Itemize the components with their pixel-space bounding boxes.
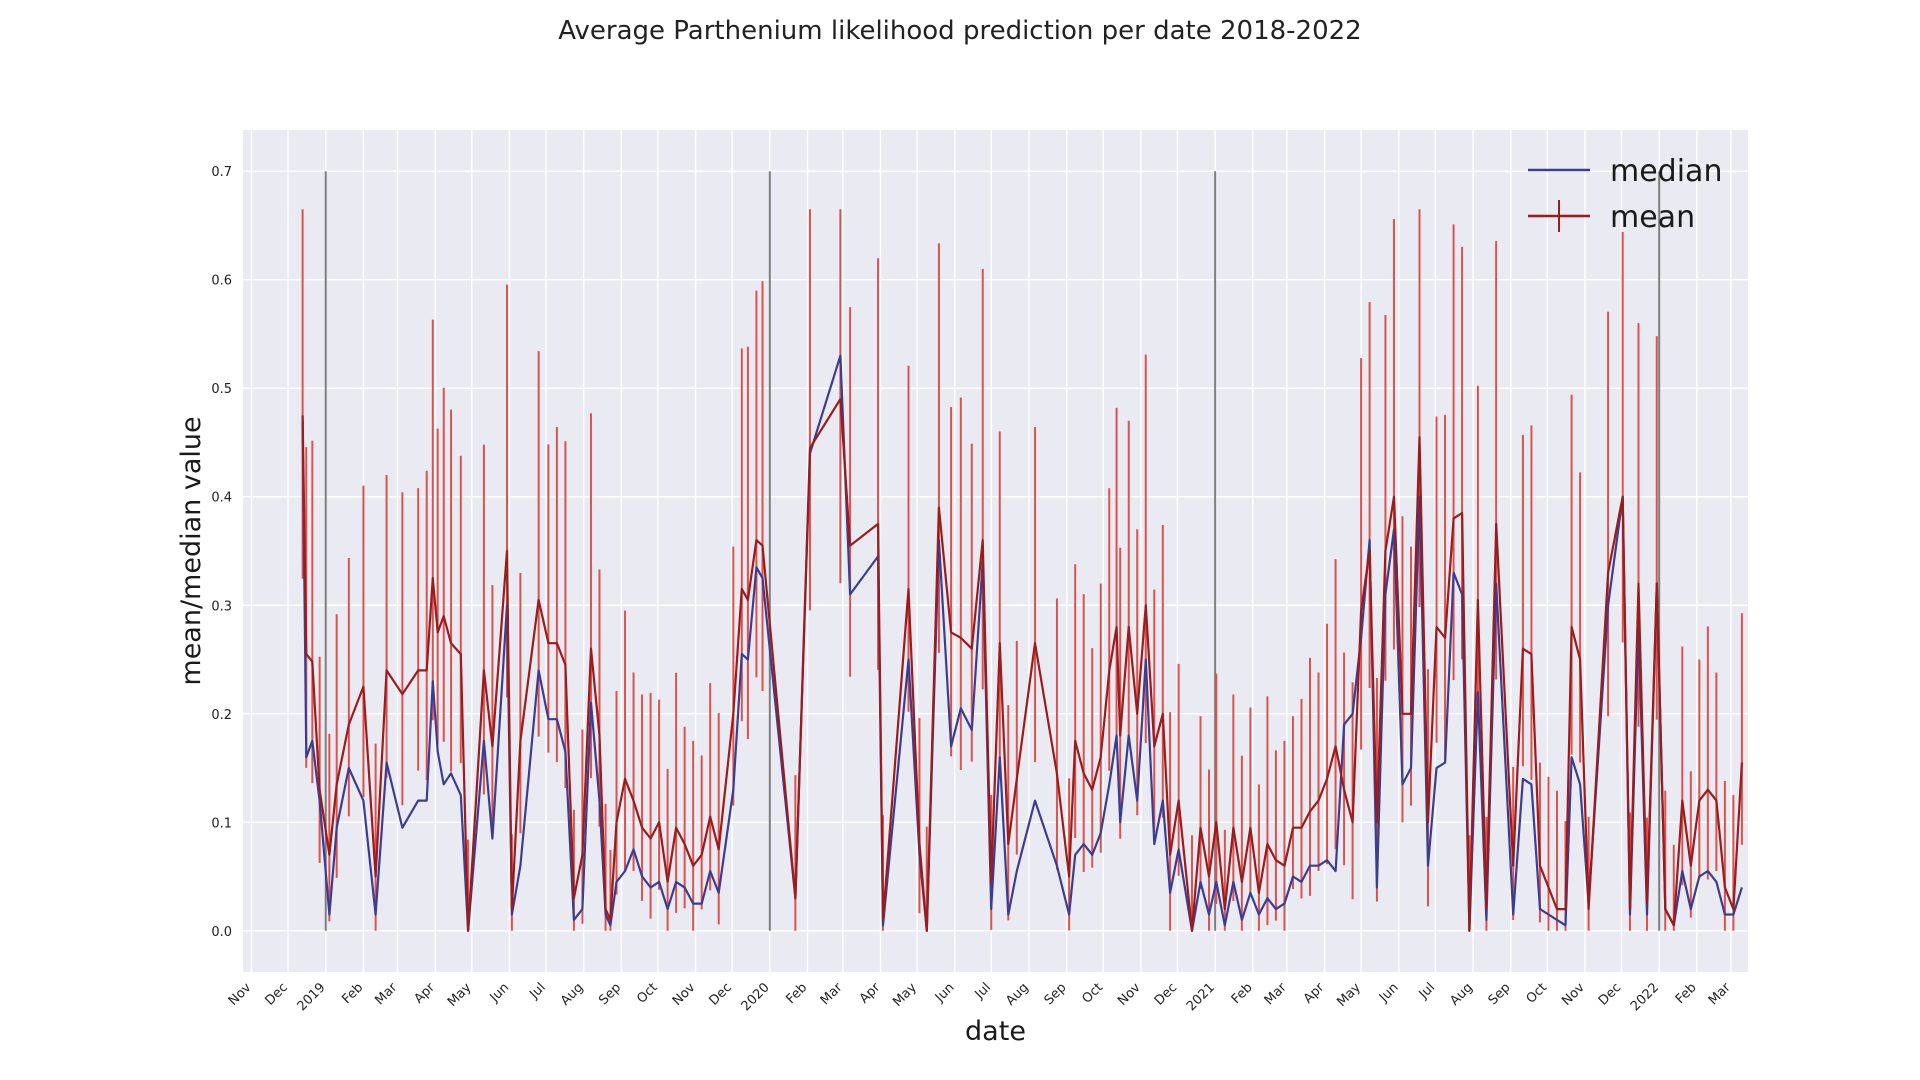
mean-line	[301, 398, 1743, 932]
x-tick-label: Feb	[339, 980, 366, 1007]
x-tick-label: May	[1334, 980, 1364, 1010]
year-lines	[324, 171, 1661, 931]
x-tick-label: Mar	[372, 980, 400, 1008]
x-tick-label: Apr	[412, 980, 439, 1007]
x-tick-label: Nov	[226, 980, 255, 1009]
x-tick-label: Oct	[1524, 980, 1551, 1007]
x-tick-label: Aug	[558, 980, 587, 1009]
y-tick-label: 0.6	[211, 274, 232, 289]
x-tick-label: Dec	[707, 980, 735, 1008]
x-tick-label: Dec	[1152, 980, 1180, 1008]
x-tick-label: 2020	[739, 980, 773, 1014]
y-tick-label: 0.0	[211, 925, 232, 940]
series-group	[301, 354, 1743, 932]
x-tick-label: 2019	[295, 980, 329, 1014]
x-tick-label: Aug	[1447, 980, 1476, 1009]
median-line	[301, 354, 1743, 932]
x-tick-label: Dec	[1596, 980, 1624, 1008]
x-tick-label: Nov	[1115, 980, 1144, 1009]
x-tick-label: Sep	[1486, 980, 1514, 1008]
x-tick-label: Apr	[1301, 980, 1328, 1007]
x-tick-label: Jul	[526, 980, 548, 1002]
legend-mean-label: mean	[1610, 200, 1695, 235]
x-tick-label: Jul	[972, 980, 994, 1002]
y-tick-label: 0.7	[211, 165, 232, 180]
x-tick-label: Mar	[818, 980, 846, 1008]
gridlines	[243, 130, 1748, 972]
y-tick-label: 0.5	[211, 382, 232, 397]
x-tick-label: May	[445, 980, 475, 1010]
y-tick-label: 0.3	[211, 599, 232, 614]
x-tick-label: Nov	[1559, 980, 1588, 1009]
x-tick-label: Oct	[634, 980, 661, 1007]
x-tick-label: Dec	[262, 980, 290, 1008]
x-axis-label: date	[965, 1016, 1026, 1047]
x-tick-label: Feb	[1673, 980, 1700, 1007]
x-tick-label: 2022	[1628, 980, 1662, 1014]
x-tick-label: Mar	[1262, 980, 1290, 1008]
x-tick-label: 2021	[1184, 980, 1218, 1014]
legend-median-label: median	[1610, 154, 1722, 189]
x-tick-label: May	[890, 980, 920, 1010]
x-tick-label: Mar	[1706, 980, 1734, 1008]
x-tick-label: Jun	[487, 980, 513, 1006]
x-tick-label: Feb	[783, 980, 810, 1007]
x-tick-label: Apr	[857, 980, 884, 1007]
x-tick-label: Aug	[1003, 980, 1032, 1009]
x-tick-label: Nov	[670, 980, 699, 1009]
x-tick-label: Jul	[1416, 980, 1438, 1002]
x-tick-label: Jun	[1376, 980, 1402, 1006]
x-tick-label: Oct	[1079, 980, 1106, 1007]
y-axis-label: mean/median value	[176, 416, 207, 685]
legend: median mean	[1528, 154, 1722, 235]
x-axis-ticks: Nov Dec 2019 Feb Mar Apr May Jun Jul Aug Sep Oct Nov…	[226, 980, 1734, 1014]
x-tick-label: Sep	[596, 980, 624, 1008]
x-tick-label: Jun	[932, 980, 958, 1006]
chart-title: Average Parthenium likelihood prediction…	[558, 16, 1362, 46]
y-tick-label: 0.2	[211, 708, 232, 723]
y-tick-label: 0.1	[211, 816, 232, 831]
x-tick-label: Sep	[1042, 980, 1070, 1008]
x-tick-label: Feb	[1229, 980, 1256, 1007]
y-tick-label: 0.4	[211, 491, 232, 506]
y-axis-ticks: 0.0 0.1 0.2 0.3 0.4 0.5 0.6 0.7	[211, 165, 232, 940]
